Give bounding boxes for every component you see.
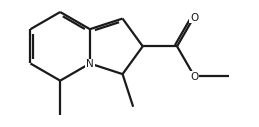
- Text: O: O: [190, 72, 198, 82]
- Text: N: N: [86, 60, 94, 69]
- Text: O: O: [190, 13, 198, 23]
